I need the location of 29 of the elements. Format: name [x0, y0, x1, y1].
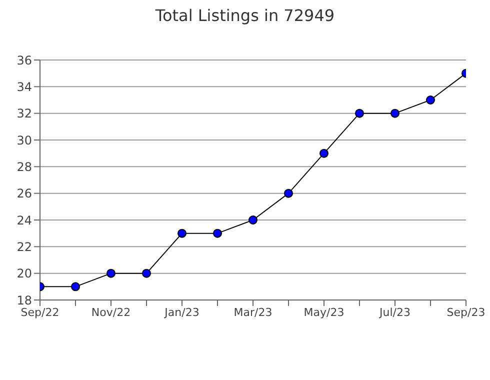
y-tick-label: 34 [16, 80, 32, 94]
chart-title: Total Listings in 72949 [154, 6, 336, 25]
x-tick-label: Sep/22 [20, 306, 60, 319]
y-tick-label: 18 [16, 293, 32, 308]
x-tick-label: Jul/23 [378, 306, 410, 319]
x-tick-label: Nov/22 [91, 306, 131, 319]
point [390, 108, 400, 118]
y-tick-label: 20 [16, 266, 32, 281]
point [248, 216, 258, 224]
point [106, 268, 116, 278]
point [213, 228, 222, 238]
point [426, 96, 435, 104]
y-tick-label: 24 [16, 213, 32, 228]
point [284, 188, 293, 198]
y-tick-label: 26 [16, 186, 32, 201]
point [142, 268, 151, 278]
point [355, 108, 364, 118]
x-tick-label: May/23 [304, 306, 344, 319]
y-tick-label: 28 [16, 160, 32, 174]
point [178, 228, 186, 238]
x-tick-label: Mar/23 [234, 306, 272, 319]
x-tick-label: Sep/23 [446, 306, 486, 319]
x-tick-label: Jan/23 [164, 306, 200, 319]
y-tick-label: 30 [16, 133, 32, 148]
y-tick-label: 22 [16, 240, 32, 254]
y-tick-label: 36 [16, 53, 32, 68]
point [320, 148, 328, 158]
point [71, 282, 80, 292]
y-tick-label: 32 [16, 106, 32, 121]
